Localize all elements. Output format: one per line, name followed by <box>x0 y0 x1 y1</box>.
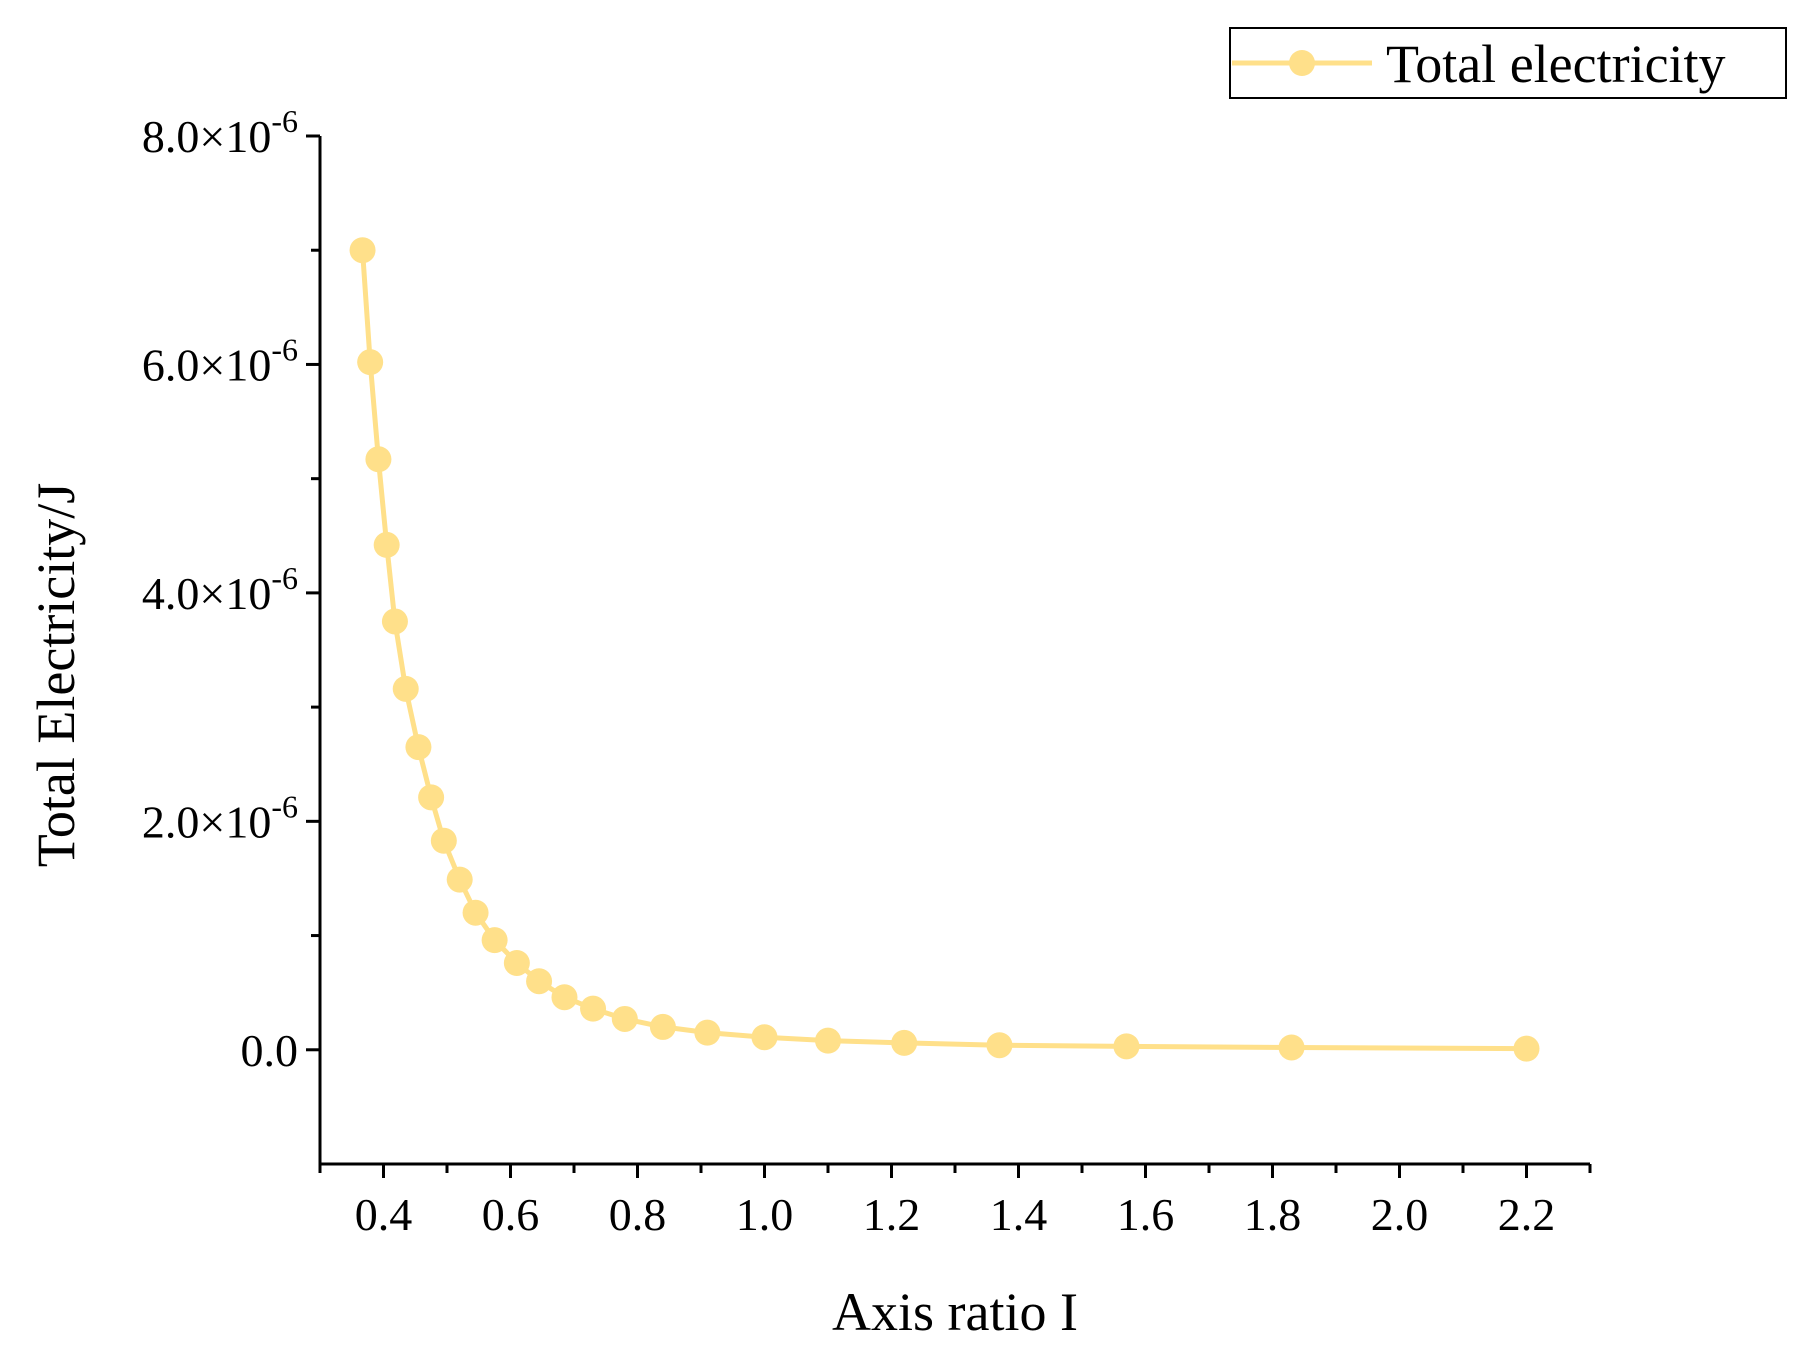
data-point <box>430 827 457 854</box>
x-axis-ticks: 0.4 0.6 0.8 1.0 1.2 1.4 1.6 1.8 2.0 2.2 <box>318 1164 1592 1240</box>
x-tick-label: 1.8 <box>1244 1189 1302 1240</box>
series-line <box>360 250 1527 1052</box>
data-point <box>1113 1033 1140 1060</box>
x-tick-label: 2.0 <box>1371 1189 1429 1240</box>
x-tick-label: 0.6 <box>482 1189 540 1240</box>
y-axis-title: Total Electricity/J <box>26 483 86 868</box>
data-point <box>503 949 530 976</box>
x-tick-label: 0.8 <box>609 1189 667 1240</box>
y-tick-label: 2.0×10-6 <box>142 788 298 847</box>
data-point <box>1513 1035 1540 1062</box>
data-point <box>349 237 376 264</box>
legend-marker <box>1289 50 1315 76</box>
y-axis-ticks: 0.0 2.0×10-6 4.0×10-6 6.0×10-6 8.0×10-6 <box>142 103 320 1076</box>
data-point <box>986 1032 1013 1059</box>
legend: Total electricity <box>1229 27 1787 99</box>
data-point <box>405 734 432 761</box>
axes <box>318 136 1590 1166</box>
data-point <box>462 899 489 926</box>
data-point <box>891 1029 918 1056</box>
data-point <box>551 984 578 1011</box>
legend-label: Total electricity <box>1386 34 1726 94</box>
data-point <box>446 866 473 893</box>
x-tick-label: 2.2 <box>1498 1189 1556 1240</box>
data-point <box>392 675 419 702</box>
data-point <box>580 995 607 1022</box>
data-point <box>1278 1034 1305 1061</box>
y-tick-label: 6.0×10-6 <box>142 331 298 390</box>
y-tick-label: 0.0 <box>241 1025 299 1076</box>
data-point <box>381 608 408 635</box>
x-tick-label: 1.6 <box>1117 1189 1175 1240</box>
data-point <box>611 1005 638 1032</box>
data-point <box>365 446 392 473</box>
x-tick-label: 1.0 <box>736 1189 794 1240</box>
data-point <box>418 784 445 811</box>
y-tick-label: 4.0×10-6 <box>142 560 298 619</box>
x-axis-title: Axis ratio I <box>832 1282 1078 1342</box>
data-point <box>815 1027 841 1054</box>
x-tick-label: 0.4 <box>355 1189 413 1240</box>
data-point <box>481 927 508 954</box>
data-point <box>649 1013 676 1040</box>
data-point <box>694 1019 721 1046</box>
data-point <box>751 1024 778 1051</box>
data-point <box>373 531 400 558</box>
series-layer <box>349 237 1540 1062</box>
data-point <box>526 968 553 995</box>
data-point <box>357 349 384 376</box>
y-tick-label: 8.0×10-6 <box>142 103 298 162</box>
x-tick-label: 1.4 <box>990 1189 1048 1240</box>
x-tick-label: 1.2 <box>863 1189 921 1240</box>
